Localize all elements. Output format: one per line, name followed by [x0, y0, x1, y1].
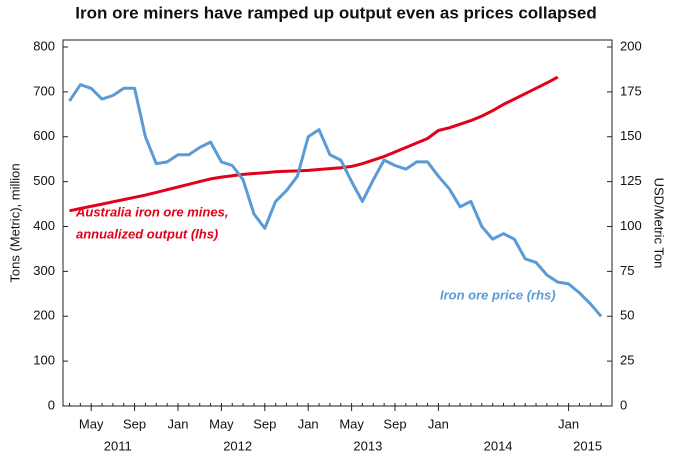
x-tick-label: Sep	[123, 416, 146, 431]
x-tick-label: Jan	[168, 416, 189, 431]
y2-tick-label: 100	[620, 218, 642, 233]
y2-tick-label: 75	[620, 263, 634, 278]
x-tick-label: Sep	[383, 416, 406, 431]
y2-axis-label: USD/Metric Ton	[652, 178, 667, 269]
x-tick-label: May	[339, 416, 364, 431]
y-tick-label: 800	[33, 38, 55, 53]
y-tick-label: 500	[33, 173, 55, 188]
x-tick-label: Jan	[298, 416, 319, 431]
year-label: 2013	[353, 438, 382, 453]
x-tick-label: May	[209, 416, 234, 431]
x-tick-label: Jan	[558, 416, 579, 431]
year-label: 2011	[104, 438, 132, 453]
y-tick-label: 300	[33, 263, 55, 278]
y-tick-label: 0	[48, 397, 55, 412]
series-line	[69, 75, 559, 213]
series-annotation: Iron ore price (rhs)	[440, 287, 556, 302]
chart-title: Iron ore miners have ramped up output ev…	[75, 3, 597, 22]
year-label: 2012	[223, 438, 252, 453]
y-tick-label: 600	[33, 128, 55, 143]
x-tick-label: Sep	[253, 416, 276, 431]
series-annotation: annualized output (lhs)	[76, 226, 218, 241]
series-annotation: Australia iron ore mines,	[75, 204, 228, 219]
x-tick-label: May	[79, 416, 104, 431]
y-tick-label: 400	[33, 218, 55, 233]
y2-tick-label: 125	[620, 173, 642, 188]
series-line	[68, 83, 603, 318]
plot-frame	[62, 39, 613, 407]
x-tick-label: Jan	[428, 416, 449, 431]
y-tick-label: 100	[33, 353, 55, 368]
y2-tick-label: 175	[620, 83, 642, 98]
y-tick-label: 200	[33, 308, 55, 323]
y2-tick-label: 200	[620, 38, 642, 53]
y2-tick-label: 50	[620, 308, 634, 323]
year-label: 2015	[573, 438, 602, 453]
y-tick-label: 700	[33, 83, 55, 98]
y2-tick-label: 0	[620, 397, 627, 412]
y2-tick-label: 150	[620, 128, 642, 143]
y-axis-label: Tons (Metric), million	[7, 163, 22, 282]
year-label: 2014	[484, 438, 513, 453]
y2-tick-label: 25	[620, 353, 634, 368]
